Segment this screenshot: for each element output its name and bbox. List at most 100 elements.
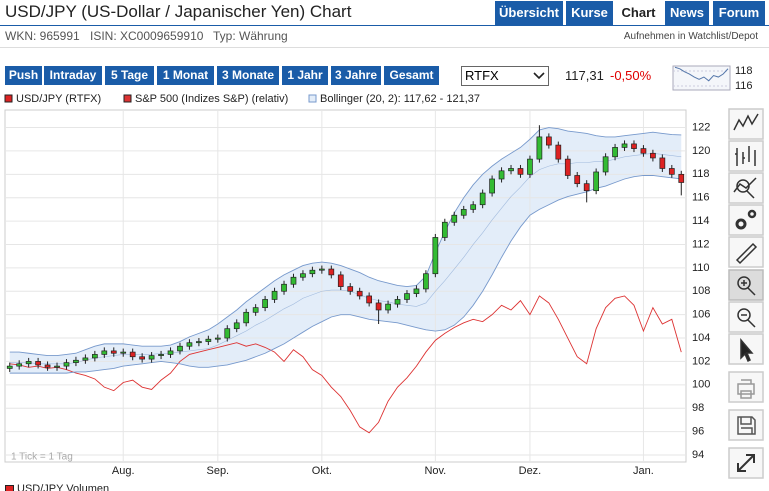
- tool-zoom-out[interactable]: [728, 301, 764, 333]
- info-item: ISIN: XC0009659910: [90, 29, 204, 43]
- candle-body: [375, 302, 382, 311]
- tool-ohlc[interactable]: [728, 140, 764, 172]
- x-tick-label: Aug.: [112, 465, 135, 477]
- info-item: WKN: 965991: [5, 29, 80, 43]
- period-button[interactable]: 3 Monate: [217, 66, 279, 85]
- y-tick-label: 122: [692, 121, 710, 133]
- tab[interactable]: Übersicht: [495, 1, 563, 25]
- candle-body: [546, 136, 552, 146]
- candle-body: [451, 214, 458, 223]
- candle-body: [356, 290, 363, 297]
- price-change: -0,50%: [610, 68, 652, 83]
- candle-body: [290, 276, 297, 285]
- candle-body: [252, 307, 259, 313]
- mini-tick-label: 116: [735, 80, 753, 92]
- tool-save[interactable]: [728, 409, 764, 441]
- period-button[interactable]: 1 Jahr: [282, 66, 328, 85]
- candle-body: [110, 350, 117, 354]
- candle-body: [101, 350, 108, 355]
- period-button[interactable]: 5 Tage: [105, 66, 154, 85]
- period-button[interactable]: 1 Monat: [157, 66, 214, 85]
- volume-label: USD/JPY Volumen: [17, 483, 110, 491]
- period-button[interactable]: Push: [5, 66, 42, 85]
- legend-swatch: [4, 94, 13, 103]
- tool-print[interactable]: [728, 371, 764, 403]
- separator: [0, 47, 769, 48]
- candle-body: [479, 192, 486, 206]
- candle-body: [243, 311, 250, 324]
- dropdown-arrow: [533, 72, 545, 80]
- tab[interactable]: Forum: [713, 1, 765, 25]
- tab[interactable]: Chart: [616, 1, 661, 25]
- candle-body: [205, 338, 212, 342]
- legend-swatch: [123, 94, 132, 103]
- tool-draw[interactable]: [728, 236, 764, 268]
- tool-pointer[interactable]: [728, 333, 764, 365]
- chart: 94 96 98 100 102 104 106 108 110 112 114 116 118 120 1…: [4, 109, 710, 477]
- tab[interactable]: News: [665, 1, 709, 25]
- candle-body: [139, 356, 145, 360]
- candle-body: [214, 337, 221, 340]
- candle-body: [148, 355, 155, 360]
- y-tick-label: 116: [692, 192, 710, 204]
- x-tick-label: Dez.: [519, 465, 542, 477]
- exchange-select[interactable]: RTFX: [461, 66, 549, 86]
- candle-body: [527, 158, 533, 175]
- candle-body: [423, 273, 429, 290]
- candle-body: [612, 147, 618, 158]
- icon-fullscreen: [737, 454, 755, 472]
- candle-body: [659, 157, 666, 169]
- candle-body: [489, 178, 495, 194]
- legend-label: S&P 500 (Indizes S&P) (relativ): [135, 93, 288, 105]
- candle-body: [319, 268, 325, 271]
- candle-body: [6, 365, 13, 369]
- candle-body: [233, 322, 240, 330]
- period-button[interactable]: Intraday: [44, 66, 102, 85]
- candle-body: [186, 342, 193, 347]
- candle-body: [602, 156, 609, 173]
- page-title: USD/JPY (US-Dollar / Japanischer Yen) Ch…: [5, 2, 352, 21]
- y-tick-label: 120: [692, 145, 710, 157]
- tool-line[interactable]: [728, 108, 764, 140]
- tool-zoom-in[interactable]: [728, 269, 764, 301]
- candle-body: [129, 351, 136, 358]
- y-tick-label: 118: [692, 168, 710, 180]
- candle-body: [54, 365, 60, 368]
- icon-pointer: [740, 337, 754, 363]
- x-tick-label: Jan.: [633, 465, 654, 477]
- candle-body: [668, 168, 675, 175]
- period-button[interactable]: 3 Jahre: [331, 66, 381, 85]
- candle-body: [394, 299, 401, 305]
- candle-body: [404, 293, 410, 300]
- candle-body: [366, 295, 372, 304]
- candle-body: [564, 158, 571, 176]
- period-button[interactable]: Gesamt: [384, 66, 439, 85]
- legend-swatch: [308, 94, 317, 103]
- legend: USD/JPY (RTFX) S&P 500 (Indizes S&P) (rel…: [4, 93, 480, 105]
- tool-indicator[interactable]: [728, 172, 764, 204]
- icon-line: [733, 113, 759, 131]
- candle-body: [82, 357, 89, 361]
- chart-tools: [728, 108, 764, 479]
- tab[interactable]: Kurse: [566, 1, 613, 25]
- candle-body: [498, 170, 505, 180]
- y-tick-label: 94: [692, 449, 704, 461]
- candle-body: [621, 143, 628, 148]
- y-tick-label: 104: [692, 332, 710, 344]
- candle-body: [328, 268, 335, 276]
- candle-body: [167, 350, 174, 355]
- bollinger-fill: [9, 127, 682, 374]
- candle-body: [63, 362, 70, 367]
- legend-label: Bollinger (20, 2): 117,62 - 121,37: [320, 93, 480, 105]
- x-tick-label: Nov.: [424, 465, 446, 477]
- icon-ohlc: [735, 146, 756, 166]
- watchlist-link[interactable]: Aufnehmen in Watchlist/Depot: [623, 31, 758, 42]
- mini-line: [674, 66, 729, 82]
- y-tick-label: 106: [692, 309, 710, 321]
- tool-settings[interactable]: [728, 204, 764, 236]
- candle-body: [432, 237, 439, 275]
- candle-body: [281, 283, 287, 292]
- legend-label: USD/JPY (RTFX): [16, 93, 101, 105]
- y-tick-label: 108: [692, 285, 710, 297]
